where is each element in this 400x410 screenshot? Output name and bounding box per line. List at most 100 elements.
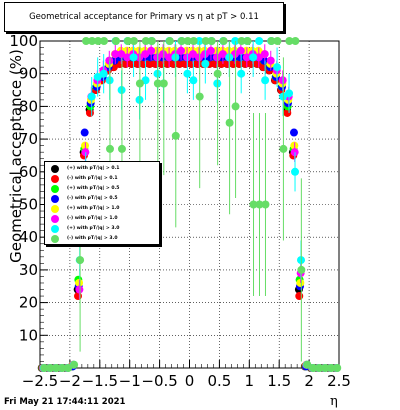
data-point xyxy=(183,69,192,78)
data-point xyxy=(183,37,192,45)
data-point xyxy=(249,200,258,209)
data-point xyxy=(279,144,288,153)
legend-item: (+) with pT/|q| > 0.1 xyxy=(45,165,161,174)
data-point xyxy=(159,50,168,59)
data-point xyxy=(242,53,251,62)
data-point xyxy=(117,50,126,59)
data-point xyxy=(117,144,126,153)
data-point xyxy=(123,53,132,62)
data-point xyxy=(46,364,55,372)
legend-marker xyxy=(51,175,59,183)
data-point xyxy=(315,364,324,372)
data-point xyxy=(333,364,342,372)
data-point xyxy=(145,59,154,68)
data-point xyxy=(285,89,294,98)
data-point xyxy=(309,364,318,372)
legend-item: (-) with pT/|q| > 0.5 xyxy=(45,195,161,204)
data-point xyxy=(88,37,97,45)
data-point xyxy=(189,37,198,45)
data-point xyxy=(201,37,210,45)
x-tick-label: 0.5 xyxy=(207,372,231,390)
data-point xyxy=(147,46,156,55)
data-point xyxy=(175,59,184,68)
y-tick-label: 80 xyxy=(19,97,38,115)
data-point xyxy=(273,37,282,45)
legend: (+) with pT/|q| > 0.1 (-) with pT/|q| > 0… xyxy=(44,161,160,245)
data-point xyxy=(129,37,138,45)
data-point xyxy=(261,76,270,85)
y-tick-label: 100 xyxy=(9,32,38,50)
legend-marker xyxy=(51,215,59,223)
y-axis-label: Geometrical acceptance (%) xyxy=(7,49,25,263)
data-point xyxy=(40,364,49,372)
data-point xyxy=(111,50,120,59)
legend-label: (+) with pT/|q| > 3.0 xyxy=(67,226,120,231)
data-point xyxy=(253,59,262,68)
data-point xyxy=(303,360,312,369)
legend-label: (-) with pT/|q| > 1.0 xyxy=(67,216,118,221)
x-tick-label: 2 xyxy=(304,372,314,390)
legend-marker xyxy=(51,235,59,243)
legend-label: (+) with pT/|q| > 0.1 xyxy=(67,166,120,171)
x-tick-label: −1 xyxy=(119,372,141,390)
data-point xyxy=(141,37,150,45)
data-point xyxy=(153,79,162,88)
data-point xyxy=(231,102,240,111)
chart-title: Geometrical acceptance for Primary vs η … xyxy=(29,12,259,22)
data-point xyxy=(76,256,85,265)
legend-marker xyxy=(51,225,59,233)
data-point xyxy=(159,79,168,88)
legend-item: (-) with pT/|q| > 3.0 xyxy=(45,235,161,244)
data-point xyxy=(105,144,114,153)
data-point xyxy=(93,72,102,81)
data-point xyxy=(64,364,73,372)
data-point xyxy=(99,69,108,78)
data-point xyxy=(195,92,204,101)
data-point xyxy=(297,265,306,274)
data-point xyxy=(189,76,198,85)
data-point xyxy=(52,364,61,372)
data-point xyxy=(58,364,67,372)
x-tick-label: −0.5 xyxy=(141,372,177,390)
data-point xyxy=(87,92,96,101)
data-point xyxy=(194,53,203,62)
data-point xyxy=(75,285,84,294)
legend-item: (-) with pT/|q| > 0.1 xyxy=(45,175,161,184)
data-point xyxy=(260,50,269,59)
data-point xyxy=(237,37,246,45)
data-point xyxy=(207,37,216,45)
legend-label: (-) with pT/|q| > 3.0 xyxy=(67,236,118,241)
y-tick-label: 70 xyxy=(19,130,38,148)
data-point xyxy=(94,37,103,45)
data-point xyxy=(70,360,79,369)
x-tick-label: 2.5 xyxy=(327,372,351,390)
data-point xyxy=(177,46,186,55)
data-point xyxy=(135,79,144,88)
data-point xyxy=(225,118,234,127)
data-point xyxy=(165,37,174,45)
legend-item: (+) with pT/|q| > 0.5 xyxy=(45,185,161,194)
data-point xyxy=(273,63,282,72)
data-point xyxy=(255,200,264,209)
y-tick-label: 90 xyxy=(19,65,38,83)
data-point xyxy=(177,37,186,45)
chart-title-box: Geometrical acceptance for Primary vs η … xyxy=(4,2,284,32)
data-point xyxy=(123,37,132,45)
data-point xyxy=(121,59,130,68)
data-point xyxy=(141,50,150,59)
data-point xyxy=(295,292,304,301)
data-point xyxy=(135,53,144,62)
data-point xyxy=(241,59,250,68)
data-point xyxy=(255,37,264,45)
y-tick-label: 10 xyxy=(19,326,38,344)
data-point xyxy=(206,46,215,55)
data-point xyxy=(327,364,336,372)
data-point xyxy=(291,167,300,176)
data-point xyxy=(218,50,227,59)
legend-marker xyxy=(51,165,59,173)
data-point xyxy=(129,53,138,62)
data-point xyxy=(266,56,275,65)
y-tick-label: 40 xyxy=(19,228,38,246)
x-tick-label: 1.5 xyxy=(267,372,291,390)
legend-item: (-) with pT/|q| > 1.0 xyxy=(45,215,161,224)
